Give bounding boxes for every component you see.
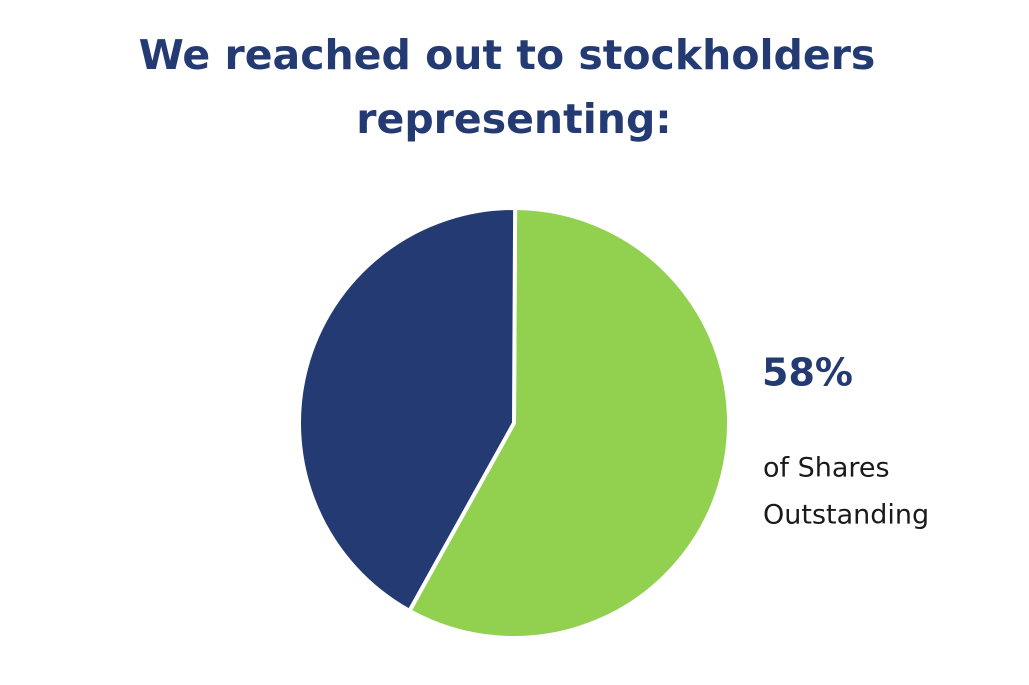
pie bbox=[297, 206, 731, 640]
annotation: Outstanding bbox=[763, 500, 929, 531]
pie-slice bbox=[297, 206, 518, 613]
chart-title: representing: bbox=[356, 95, 671, 143]
chart-title: We reached out to stockholders bbox=[139, 31, 876, 79]
pie-slice bbox=[407, 206, 731, 640]
value-label: 58% bbox=[762, 351, 853, 395]
annotation: of Shares bbox=[763, 453, 890, 484]
